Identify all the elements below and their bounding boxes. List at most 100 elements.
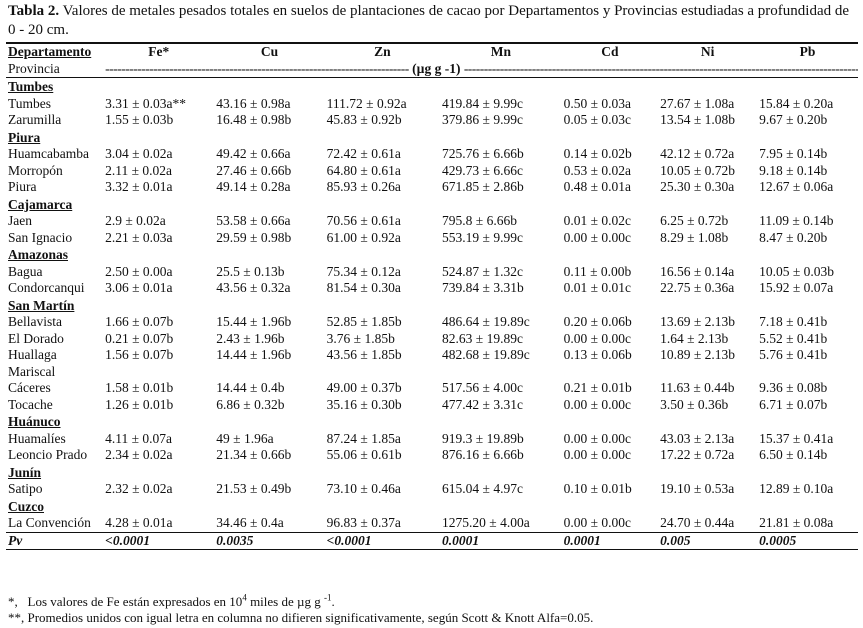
value-cell: 49.00 ± 0.37b	[326, 380, 402, 396]
province-name: El Dorado	[8, 330, 64, 346]
department-row: Huánuco	[6, 413, 858, 431]
value-cell: 29.59 ± 0.98b	[216, 229, 292, 245]
department-row: San Martín	[6, 297, 858, 315]
value-cell: 2.34 ± 0.02a	[105, 447, 173, 463]
value-cell: 0.00 ± 0.00c	[563, 330, 632, 346]
value-cell	[562, 364, 658, 381]
province-row: Tocache 1.26 ± 0.01b 6.86 ± 0.32b 35.16 ± 0…	[6, 397, 858, 414]
province-row: Satipo 2.32 ± 0.02a 21.53 ± 0.49b 73.10 ± 0…	[6, 481, 858, 498]
header-mn: Mn	[440, 42, 562, 61]
value-cell: 739.84 ± 3.31b	[442, 280, 524, 296]
value-cell: 14.44 ± 1.96b	[216, 347, 292, 363]
caption-text: Valores de metales pesados totales en su…	[8, 3, 850, 38]
value-cell: 1.26 ± 0.01b	[105, 396, 174, 412]
value-cell: 0.14 ± 0.02b	[563, 146, 632, 162]
province-name: Huamalíes	[8, 430, 66, 446]
value-cell: 517.56 ± 4.00c	[442, 380, 523, 396]
value-cell: 5.52 ± 0.41b	[759, 330, 828, 346]
department-cell: San Martín	[6, 297, 858, 315]
value-cell: 0.13 ± 0.06b	[563, 347, 632, 363]
department-row: Amazonas	[6, 246, 858, 264]
value-cell: 11.63 ± 0.44b	[660, 380, 735, 396]
value-cell: 486.64 ± 19.89c	[442, 314, 530, 330]
department-name: Cuzco	[8, 498, 44, 514]
value-cell: 10.05 ± 0.03b	[759, 263, 835, 279]
pv-cu: 0.0035	[214, 531, 325, 550]
pv-mn: 0.0001	[440, 531, 562, 550]
value-cell: 0.05 ± 0.03c	[563, 112, 632, 128]
pv-row: Pv <0.0001 0.0035 <0.0001 0.0001 0.0001 …	[6, 531, 858, 550]
province-name: Satipo	[8, 481, 43, 497]
value-cell: 49 ± 1.96a	[216, 430, 274, 446]
value-cell: 0.48 ± 0.01a	[563, 179, 632, 195]
value-cell: 24.70 ± 0.44a	[660, 515, 735, 531]
department-cell: Amazonas	[6, 246, 858, 264]
province-name: Huallaga	[8, 347, 57, 363]
province-row: Leoncio Prado 2.34 ± 0.02a 21.34 ± 0.66b 55…	[6, 447, 858, 464]
value-cell: 34.46 ± 0.4a	[216, 515, 284, 531]
province-row: Condorcanqui 3.06 ± 0.01a 43.56 ± 0.32a 81.…	[6, 280, 858, 297]
value-cell: 795.8 ± 6.66b	[442, 213, 517, 229]
province-row: Bellavista 1.66 ± 0.07b 15.44 ± 1.96b 52.85…	[6, 314, 858, 331]
province-row: La Convención 4.28 ± 0.01a 34.46 ± 0.4a 96.…	[6, 515, 858, 532]
province-row: Huamalíes 4.11 ± 0.07a 49 ± 1.96a 87.24 ± 1…	[6, 431, 858, 448]
value-cell: 111.72 ± 0.92a	[326, 95, 407, 111]
value-cell: 49.14 ± 0.28a	[216, 179, 291, 195]
pv-fe: <0.0001	[103, 531, 215, 550]
value-cell: 524.87 ± 1.32c	[442, 263, 523, 279]
value-cell: 6.86 ± 0.32b	[216, 396, 285, 412]
department-name: Tumbes	[8, 79, 54, 95]
value-cell: 12.67 ± 0.06a	[759, 179, 834, 195]
value-cell	[757, 364, 858, 381]
value-cell: 0.01 ± 0.01c	[563, 280, 632, 296]
value-cell: 8.47 ± 0.20b	[759, 229, 828, 245]
value-cell: 96.83 ± 0.37a	[326, 515, 401, 531]
value-cell: 0.53 ± 0.02a	[563, 162, 632, 178]
department-name: Piura	[8, 129, 41, 145]
province-name: Morropón	[8, 162, 63, 178]
footnote-fe-sup2: -1	[324, 592, 332, 603]
value-cell: 1.66 ± 0.07b	[105, 314, 174, 330]
header-units-row: Provincia ------------------------------…	[6, 60, 858, 78]
value-cell: 671.85 ± 2.86b	[442, 179, 524, 195]
value-cell: 0.50 ± 0.03a	[563, 95, 632, 111]
value-cell: 61.00 ± 0.92a	[326, 229, 401, 245]
department-cell: Piura	[6, 129, 858, 147]
value-cell: 13.54 ± 1.08b	[660, 112, 735, 128]
value-cell: 21.34 ± 0.66b	[216, 447, 292, 463]
value-cell: 43.56 ± 1.85b	[326, 347, 402, 363]
value-cell: 10.89 ± 2.13b	[660, 347, 735, 363]
value-cell: 73.10 ± 0.46a	[326, 481, 401, 497]
pv-pb: 0.0005	[757, 531, 858, 550]
footnote-fe-text-a: Los valores de Fe están expresados en 10	[27, 594, 243, 609]
province-name: Bagua	[8, 263, 43, 279]
province-name: Bellavista	[8, 314, 62, 330]
value-cell: 25.30 ± 0.30a	[660, 179, 735, 195]
province-row: El Dorado 0.21 ± 0.07b 2.43 ± 1.96b 3.76 ± …	[6, 331, 858, 348]
value-cell: 17.22 ± 0.72a	[660, 447, 735, 463]
header-fe: Fe*	[103, 42, 215, 61]
value-cell: 13.69 ± 2.13b	[660, 314, 735, 330]
value-cell	[103, 364, 214, 381]
province-name: Leoncio Prado	[8, 447, 88, 463]
value-cell: 3.04 ± 0.02a	[105, 146, 173, 162]
value-cell: 0.21 ± 0.07b	[105, 330, 174, 346]
footnote-fe-sup: 4	[242, 592, 247, 603]
value-cell: 477.42 ± 3.31c	[442, 396, 523, 412]
value-cell	[440, 364, 562, 381]
header-departamento: Departamento	[6, 42, 104, 61]
header-cd: Cd	[561, 42, 659, 61]
value-cell: 9.36 ± 0.08b	[759, 380, 828, 396]
value-cell: 1.58 ± 0.01b	[105, 380, 174, 396]
province-row: Piura 3.32 ± 0.01a 49.14 ± 0.28a 85.93 ± 0.…	[6, 179, 858, 196]
value-cell: 15.92 ± 0.07a	[759, 280, 834, 296]
province-row: Zarumilla 1.55 ± 0.03b 16.48 ± 0.98b 45.83 …	[6, 112, 858, 129]
footnote-fe-end: .	[331, 594, 335, 609]
units-dashes-right: ----------------------------------------…	[463, 60, 858, 76]
province-name: La Convención	[8, 515, 91, 531]
value-cell: 6.25 ± 0.72b	[660, 213, 729, 229]
province-row: Bagua 2.50 ± 0.00a 25.5 ± 0.13b 75.34 ± 0.1…	[6, 264, 858, 281]
value-cell: 725.76 ± 6.66b	[442, 146, 524, 162]
province-name: Jaen	[8, 213, 32, 229]
